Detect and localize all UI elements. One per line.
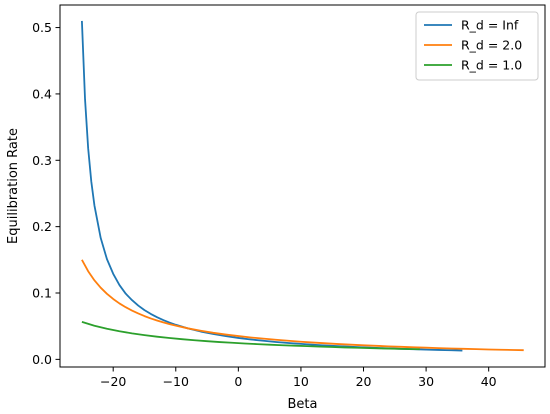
y-axis-ticks: 0.0 0.1 0.2 0.3 0.4 0.5 <box>32 20 60 367</box>
legend-label-1: R_d = 2.0 <box>461 38 522 53</box>
y-axis-label: Equilibration Rate <box>6 128 21 244</box>
y-tick-label: 0.5 <box>32 20 52 35</box>
x-tick-label: 40 <box>481 374 497 389</box>
y-tick-label: 0.3 <box>32 153 52 168</box>
x-tick-label: −10 <box>163 374 189 389</box>
legend-frame <box>415 11 539 81</box>
x-tick-label: 20 <box>356 374 372 389</box>
x-axis-label: Beta <box>288 397 318 412</box>
y-tick-label: 0.0 <box>32 352 52 367</box>
plot-frame <box>59 4 546 368</box>
x-tick-label: −20 <box>100 374 126 389</box>
legend-label-0: R_d = Inf <box>461 18 519 33</box>
legend: R_d = Inf R_d = 2.0 R_d = 1.0 <box>415 11 539 81</box>
x-tick-label: 0 <box>234 374 242 389</box>
legend-label-2: R_d = 1.0 <box>461 58 522 73</box>
x-tick-label: 30 <box>418 374 434 389</box>
series-layer <box>81 20 524 352</box>
x-axis-ticks: −20 −10 0 10 20 30 40 <box>100 367 497 389</box>
x-tick-label: 10 <box>293 374 309 389</box>
y-tick-label: 0.2 <box>32 219 52 234</box>
series-line-1 <box>81 259 524 352</box>
series-line-2 <box>81 321 420 351</box>
y-tick-label: 0.1 <box>32 286 52 301</box>
y-tick-label: 0.4 <box>32 86 52 101</box>
